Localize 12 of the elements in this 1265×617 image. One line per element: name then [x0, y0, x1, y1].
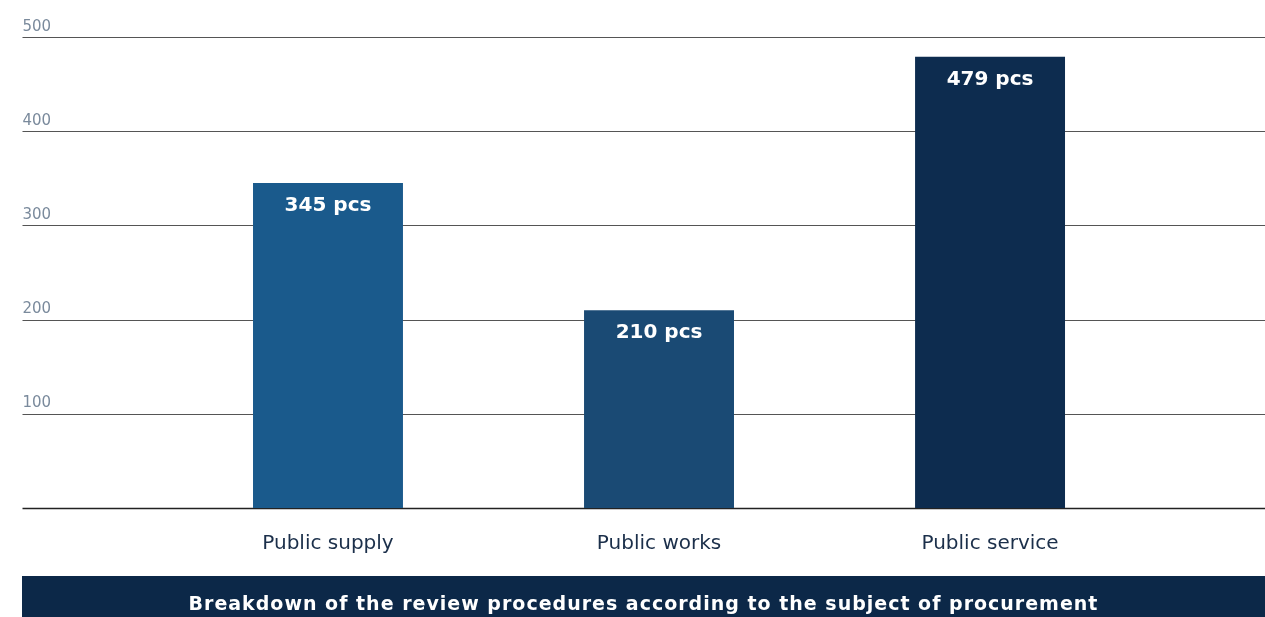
data-label: 345 pcs: [284, 192, 372, 217]
text: Breakdown of the review procedures according to the subject of procurement: [22, 576, 1265, 617]
x-tick-label: Public works: [596, 529, 722, 554]
data-label: 479 pcs: [946, 65, 1034, 90]
y-tick-label: 400: [22, 110, 52, 129]
data-label: 210 pcs: [615, 319, 703, 344]
x-tick-label: Public service: [921, 529, 1059, 554]
x-tick-label: Public supply: [262, 529, 394, 554]
y-tick-label: 100: [22, 393, 52, 412]
y-tick-label: 500: [22, 16, 52, 35]
y-tick-label: 300: [22, 204, 52, 223]
y-tick-label: 200: [22, 299, 52, 318]
